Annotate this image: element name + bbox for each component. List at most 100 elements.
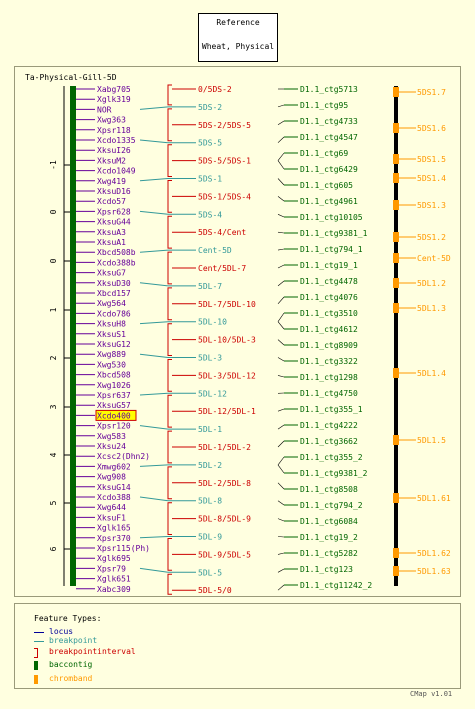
locus-label[interactable]: Xcdo57 (97, 197, 126, 206)
interval-label[interactable]: Cent/5DL-7 (198, 264, 246, 273)
contig-label[interactable]: D1.1_ctg3662 (300, 437, 358, 446)
contig-label[interactable]: D1.1_ctg5282 (300, 549, 358, 558)
locus-label[interactable]: Xbcd508b (97, 248, 136, 257)
locus-label[interactable]: NOR (97, 105, 112, 114)
interval-label[interactable]: 5DL-5/0 (198, 586, 232, 595)
locus-label[interactable]: Xpsr118 (97, 126, 131, 135)
locus-label[interactable]: Xglk651 (97, 575, 131, 584)
interval-label[interactable]: 5DL-9/5DL-5 (198, 550, 251, 559)
contig-label[interactable]: D1.1_ctg794_1 (300, 245, 363, 254)
breakpoint-label[interactable]: 5DL-12 (198, 389, 227, 398)
chromband-label[interactable]: 5DL1.62 (417, 549, 451, 558)
contig-label[interactable]: D1.1_ctg5713 (300, 85, 358, 94)
chromband-label[interactable]: 5DS1.6 (417, 124, 446, 133)
locus-label[interactable]: XksuS1 (97, 330, 126, 339)
breakpoint-label[interactable]: 5DS-1 (198, 175, 222, 184)
breakpoint-label[interactable]: Cent-5D (198, 246, 232, 255)
locus-label[interactable]: XksuM2 (97, 156, 126, 165)
contig-label[interactable]: D1.1_ctg19_2 (300, 533, 358, 542)
locus-label[interactable]: Xwg583 (97, 432, 126, 441)
breakpoint-label[interactable]: 5DL-8 (198, 497, 222, 506)
locus-label[interactable]: XksuA1 (97, 238, 126, 247)
locus-label[interactable]: Xwg644 (97, 503, 126, 512)
locus-label[interactable]: Xpsr637 (97, 391, 131, 400)
locus-label[interactable]: XksuG57 (97, 401, 131, 410)
locus-label[interactable]: XksuD16 (97, 187, 131, 196)
locus-label[interactable]: Xcdo1335 (97, 136, 136, 145)
locus-label[interactable]: Xcdo400 (97, 411, 131, 420)
locus-label[interactable]: XksuG44 (97, 218, 131, 227)
contig-label[interactable]: D1.1_ctg794_2 (300, 501, 363, 510)
locus-label[interactable]: Xglk319 (97, 95, 131, 104)
locus-label[interactable]: Xwg908 (97, 473, 126, 482)
contig-label[interactable]: D1.1_ctg95 (300, 101, 348, 110)
locus-label[interactable]: Xwg1026 (97, 381, 131, 390)
breakpoint-label[interactable]: 5DL-3 (198, 354, 222, 363)
contig-label[interactable]: D1.1_ctg69 (300, 149, 348, 158)
contig-label[interactable]: D1.1_ctg4076 (300, 293, 358, 302)
locus-label[interactable]: Xpsr370 (97, 534, 131, 543)
contig-label[interactable]: D1.1_ctg4547 (300, 133, 358, 142)
locus-label[interactable]: Xpsr79 (97, 564, 126, 573)
interval-label[interactable]: 5DS-1/5DS-4 (198, 192, 251, 201)
locus-label[interactable]: Xcdo786 (97, 309, 131, 318)
baccontig-bar[interactable] (70, 86, 76, 586)
locus-label[interactable]: Xksu24 (97, 442, 126, 451)
interval-label[interactable]: 5DS-2/5DS-5 (198, 121, 251, 130)
locus-label[interactable]: XksuD30 (97, 279, 131, 288)
breakpoint-label[interactable]: 5DL-2 (198, 461, 222, 470)
contig-label[interactable]: D1.1_ctg4612 (300, 325, 358, 334)
breakpoint-label[interactable]: 5DS-5 (198, 139, 222, 148)
interval-label[interactable]: 5DS-4/Cent (198, 228, 246, 237)
chromband-label[interactable]: 5DS1.5 (417, 155, 446, 164)
contig-label[interactable]: D1.1_ctg355_1 (300, 405, 363, 414)
contig-label[interactable]: D1.1_ctg6084 (300, 517, 358, 526)
interval-label[interactable]: 5DL-7/5DL-10 (198, 300, 256, 309)
breakpoint-label[interactable]: 5DS-2 (198, 103, 222, 112)
chromband-label[interactable]: 5DL1.5 (417, 436, 446, 445)
locus-label[interactable]: Xmwg602 (97, 462, 131, 471)
chromband-label[interactable]: 5DS1.4 (417, 174, 446, 183)
contig-label[interactable]: D1.1_ctg1298 (300, 373, 358, 382)
contig-label[interactable]: D1.1_ctg355_2 (300, 453, 363, 462)
chromband-label[interactable]: 5DL1.4 (417, 369, 446, 378)
locus-label[interactable]: XksuG12 (97, 340, 131, 349)
locus-label[interactable]: Xbcd157 (97, 289, 131, 298)
contig-label[interactable]: D1.1_ctg605 (300, 181, 353, 190)
locus-label[interactable]: Xpsr628 (97, 207, 131, 216)
locus-label[interactable]: Xwg419 (97, 177, 126, 186)
contig-label[interactable]: D1.1_ctg4733 (300, 117, 358, 126)
locus-label[interactable]: Xabc309 (97, 585, 131, 594)
contig-label[interactable]: D1.1_ctg9381_1 (300, 229, 368, 238)
interval-label[interactable]: 5DS-5/5DS-1 (198, 157, 251, 166)
locus-label[interactable]: Xpsr120 (97, 422, 131, 431)
breakpoint-label[interactable]: 5DL-10 (198, 318, 227, 327)
locus-label[interactable]: Xcdo388 (97, 493, 131, 502)
locus-label[interactable]: XksuF1 (97, 513, 126, 522)
locus-label[interactable]: Xwg530 (97, 360, 126, 369)
breakpoint-label[interactable]: 5DL-9 (198, 533, 222, 542)
chromband-label[interactable]: 5DL1.63 (417, 567, 451, 576)
locus-label[interactable]: XksuI26 (97, 146, 131, 155)
contig-label[interactable]: D1.1_ctg11242_2 (300, 581, 372, 590)
locus-label[interactable]: Xbcd508 (97, 371, 131, 380)
chromband-label[interactable]: 5DS1.7 (417, 88, 446, 97)
locus-label[interactable]: Xglk695 (97, 554, 131, 563)
chromband-label[interactable]: 5DS1.3 (417, 201, 446, 210)
interval-label[interactable]: 5DL-12/5DL-1 (198, 407, 256, 416)
contig-label[interactable]: D1.1_ctg4750 (300, 389, 358, 398)
contig-label[interactable]: D1.1_ctg8909 (300, 341, 358, 350)
locus-label[interactable]: XksuH8 (97, 320, 126, 329)
chromband-label[interactable]: 5DL1.2 (417, 279, 446, 288)
contig-label[interactable]: D1.1_ctg19_1 (300, 261, 358, 270)
chromband-label[interactable]: Cent-5D (417, 254, 451, 263)
chromband-bar[interactable] (394, 86, 398, 586)
contig-label[interactable]: D1.1_ctg4961 (300, 197, 358, 206)
interval-label[interactable]: 5DL-1/5DL-2 (198, 443, 251, 452)
contig-label[interactable]: D1.1_ctg9381_2 (300, 469, 368, 478)
locus-label[interactable]: Xabg705 (97, 85, 131, 94)
locus-label[interactable]: Xwg564 (97, 299, 126, 308)
contig-label[interactable]: D1.1_ctg4478 (300, 277, 358, 286)
contig-label[interactable]: D1.1_ctg3322 (300, 357, 358, 366)
interval-label[interactable]: 5DL-8/5DL-9 (198, 515, 251, 524)
